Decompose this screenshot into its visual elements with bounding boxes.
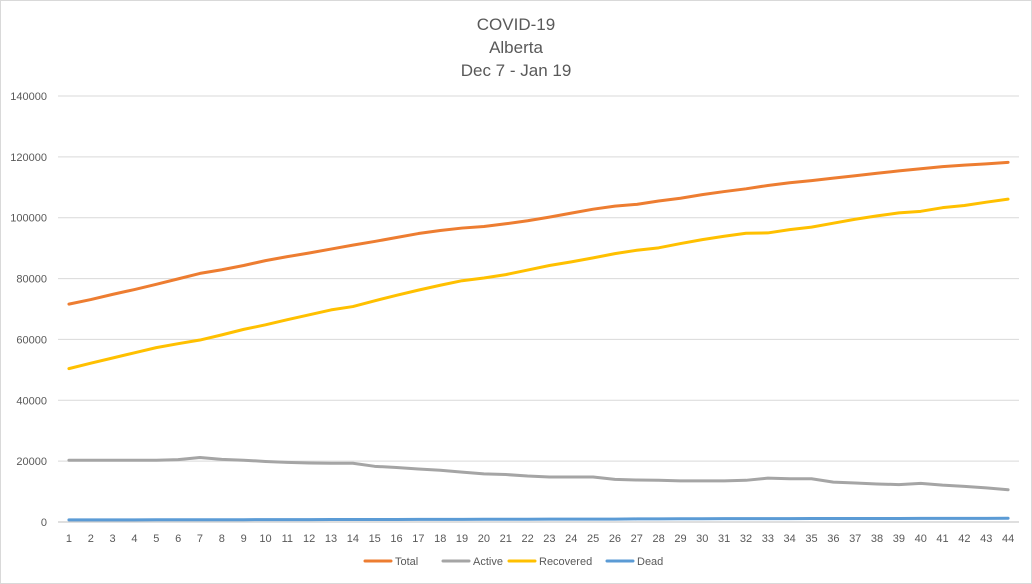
x-tick-label: 34 — [784, 533, 796, 545]
y-tick-label: 140000 — [10, 91, 47, 103]
x-tick-label: 44 — [1002, 533, 1014, 545]
x-tick-label: 26 — [609, 533, 621, 545]
x-tick-label: 3 — [110, 533, 116, 545]
x-tick-label: 32 — [740, 533, 752, 545]
x-tick-label: 16 — [390, 533, 402, 545]
y-tick-label: 40000 — [16, 395, 47, 407]
series-line-active — [67, 455, 1010, 492]
legend-label-total: Total — [395, 556, 418, 568]
x-tick-label: 22 — [521, 533, 533, 545]
x-tick-label: 5 — [153, 533, 159, 545]
x-tick-label: 43 — [980, 533, 992, 545]
x-tick-label: 13 — [325, 533, 337, 545]
x-tick-label: 2 — [88, 533, 94, 545]
x-tick-label: 25 — [587, 533, 599, 545]
x-tick-label: 24 — [565, 533, 577, 545]
axes: 0 20000 40000 60000 80000 100000 120000 140000 1… — [10, 91, 1019, 545]
chart-title-line-1: COVID-19 — [477, 15, 555, 34]
x-tick-label: 35 — [805, 533, 817, 545]
x-tick-label: 30 — [696, 533, 708, 545]
series-line-dead — [67, 516, 1010, 522]
chart-title-line-2: Alberta — [489, 38, 543, 57]
x-tick-label: 23 — [543, 533, 555, 545]
x-tick-label: 7 — [197, 533, 203, 545]
x-tick-label: 6 — [175, 533, 181, 545]
x-tick-label: 14 — [347, 533, 359, 545]
x-tick-label: 36 — [827, 533, 839, 545]
legend: Total Active Recovered Dead — [363, 556, 663, 568]
x-tick-label: 17 — [412, 533, 424, 545]
chart-title: COVID-19 Alberta Dec 7 - Jan 19 — [461, 15, 572, 80]
x-tick-label: 28 — [653, 533, 665, 545]
x-tick-label: 9 — [241, 533, 247, 545]
x-tick-label: 8 — [219, 533, 225, 545]
y-tick-label: 20000 — [16, 456, 47, 468]
x-tick-label: 20 — [478, 533, 490, 545]
x-tick-label: 19 — [456, 533, 468, 545]
series-lines — [67, 160, 1010, 522]
x-tick-label: 18 — [434, 533, 446, 545]
x-tick-label: 27 — [631, 533, 643, 545]
x-tick-label: 10 — [259, 533, 271, 545]
legend-label-recovered: Recovered — [539, 556, 592, 568]
gridlines — [58, 95, 1019, 462]
x-tick-label: 31 — [718, 533, 730, 545]
legend-label-active: Active — [473, 556, 503, 568]
x-tick-label: 39 — [893, 533, 905, 545]
series-line-recovered — [67, 197, 1010, 371]
y-tick-label: 80000 — [16, 274, 47, 286]
x-tick-label: 42 — [958, 533, 970, 545]
x-tick-label: 41 — [936, 533, 948, 545]
chart-title-line-3: Dec 7 - Jan 19 — [461, 61, 572, 80]
x-tick-label: 12 — [303, 533, 315, 545]
x-tick-label: 21 — [500, 533, 512, 545]
x-tick-label: 1 — [66, 533, 72, 545]
y-tick-label: 100000 — [10, 213, 47, 225]
x-tick-label: 37 — [849, 533, 861, 545]
x-tick-label: 29 — [674, 533, 686, 545]
x-tick-label: 38 — [871, 533, 883, 545]
y-tick-label: 0 — [41, 517, 47, 529]
y-tick-label: 120000 — [10, 152, 47, 164]
x-tick-label: 33 — [762, 533, 774, 545]
series-line-total — [67, 160, 1010, 306]
y-tick-label: 60000 — [16, 334, 47, 346]
x-tick-label: 11 — [282, 533, 293, 545]
x-tick-label: 40 — [915, 533, 927, 545]
x-tick-label: 4 — [131, 533, 137, 545]
legend-label-dead: Dead — [637, 556, 663, 568]
x-tick-label: 15 — [369, 533, 381, 545]
